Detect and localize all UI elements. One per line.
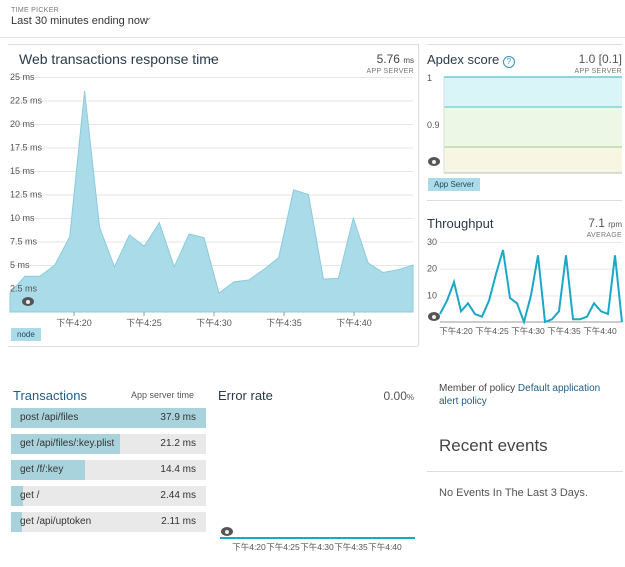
apdex-title: Apdex score ? <box>427 52 515 68</box>
x-tick-label: 下午4:25 <box>126 317 162 328</box>
apdex-value: 1.0 [0.1] <box>578 52 622 66</box>
transaction-time: 37.9 ms <box>160 412 196 423</box>
row-bar-fill <box>11 460 86 480</box>
chevron-down-icon[interactable]: ⌄ <box>206 51 216 63</box>
x-tick-label: 下午4:20 <box>439 326 473 336</box>
throughput-value: 7.1 rpm <box>588 216 622 230</box>
y-tick-label: 30 <box>427 237 437 247</box>
legend-app-server[interactable]: App Server <box>428 178 481 191</box>
help-icon[interactable]: ? <box>502 56 515 68</box>
x-tick-label: 下午4:30 <box>300 542 334 552</box>
transaction-time: 21.2 ms <box>160 438 196 449</box>
x-tick-label: 下午4:30 <box>511 326 545 336</box>
table-row[interactable]: get / 2.44 ms <box>11 486 206 506</box>
y-tick-label: 15 ms <box>10 166 35 176</box>
no-events-text: No Events In The Last 3 Days. <box>439 487 588 499</box>
x-tick-label: 下午4:35 <box>547 326 581 336</box>
y-tick-label: 22.5 ms <box>10 96 43 106</box>
x-tick-label: 下午4:35 <box>334 542 368 552</box>
policy-link[interactable]: Default application alert policy <box>439 383 601 407</box>
y-tick-label: 20 <box>427 264 437 274</box>
time-picker-value[interactable]: Last 30 minutes ending now <box>11 15 148 27</box>
series-node-area <box>9 91 414 313</box>
table-row[interactable]: get /f/:key 14.4 ms <box>11 460 206 480</box>
y-tick-label: 7.5 ms <box>10 237 38 247</box>
row-bar-fill <box>11 408 206 428</box>
x-tick-label: 下午4:35 <box>266 317 302 328</box>
transaction-time: 2.11 ms <box>161 516 196 527</box>
y-tick-label: 10 ms <box>10 213 35 223</box>
throughput-title: Throughput <box>427 216 494 231</box>
apdex-sub: APP SERVER <box>574 68 622 75</box>
row-bar-fill <box>11 512 22 532</box>
eye-icon[interactable] <box>428 157 440 166</box>
transactions-col-header: App server time <box>131 390 195 400</box>
row-bar-fill <box>11 486 24 506</box>
transaction-name: get / <box>20 490 40 501</box>
transaction-time: 2.44 ms <box>160 490 196 501</box>
x-tick-label: 下午4:30 <box>196 317 232 328</box>
chevron-down-icon[interactable]: ⌄ <box>144 12 153 23</box>
legend-node[interactable]: node <box>11 328 41 341</box>
error-rate-title: Error rate <box>218 388 273 403</box>
transaction-time: 14.4 ms <box>160 464 196 475</box>
eye-icon[interactable] <box>428 312 440 321</box>
x-tick-label: 下午4:40 <box>336 317 372 328</box>
transaction-name: get /api/uptoken <box>20 516 92 527</box>
table-row[interactable]: post /api/files 37.9 ms <box>11 408 206 428</box>
error-rate-value: 0.00% <box>383 389 414 403</box>
eye-icon[interactable] <box>22 297 34 306</box>
web-response-value: 5.76 ms <box>376 52 414 66</box>
y-tick-label: 10 <box>427 290 437 300</box>
row-bar-fill <box>11 434 121 454</box>
time-picker-label: TIME PICKER <box>11 7 60 14</box>
throughput-sub: AVERAGE <box>586 232 622 239</box>
apdex-chart: 1 0.9 <box>427 73 622 174</box>
y-tick-label: 0.9 <box>427 120 440 130</box>
x-tick-label: 下午4:40 <box>583 326 617 336</box>
table-row[interactable]: get /api/files/:key.plist 21.2 ms <box>11 434 206 454</box>
transaction-name: post /api/files <box>20 412 79 423</box>
table-row[interactable]: get /api/uptoken 2.11 ms <box>11 512 206 532</box>
y-tick-label: 25 ms <box>10 72 35 82</box>
throughput-chart: 30 20 10 下午4:20 下午4:25 下午4:30 下午4:35 下午4:40 <box>427 237 623 336</box>
x-tick-label: 下午4:25 <box>266 542 300 552</box>
y-tick-label: 17.5 ms <box>10 143 43 153</box>
y-tick-label: 12.5 ms <box>10 190 43 200</box>
web-response-chart: 25 ms 22.5 ms 20 ms 17.5 ms 15 ms 12.5 ms 10 m… <box>9 72 414 328</box>
web-transactions-title[interactable]: Web transactions response time <box>19 51 219 67</box>
y-tick-label: 2.5 ms <box>10 284 38 294</box>
x-tick-label: 下午4:20 <box>56 317 92 328</box>
error-rate-chart: 下午4:20 下午4:25 下午4:30 下午4:35 下午4:40 <box>220 537 415 552</box>
policy-text: Member of policy Default application ale… <box>439 383 601 407</box>
transaction-name: get /api/files/:key.plist <box>20 438 115 449</box>
transaction-name: get /f/:key <box>20 464 64 475</box>
x-tick-label: 下午4:40 <box>368 542 402 552</box>
x-tick-label: 下午4:25 <box>475 326 509 336</box>
recent-events-title: Recent events <box>439 436 548 455</box>
transactions-title[interactable]: Transactions <box>13 388 87 403</box>
x-tick-label: 下午4:20 <box>232 542 266 552</box>
y-tick-label: 1 <box>427 73 432 83</box>
eye-icon[interactable] <box>221 527 233 536</box>
throughput-line <box>439 249 623 326</box>
web-response-sub: APP SERVER <box>366 68 414 75</box>
y-tick-label: 5 ms <box>10 260 30 270</box>
y-tick-label: 20 ms <box>10 119 35 129</box>
